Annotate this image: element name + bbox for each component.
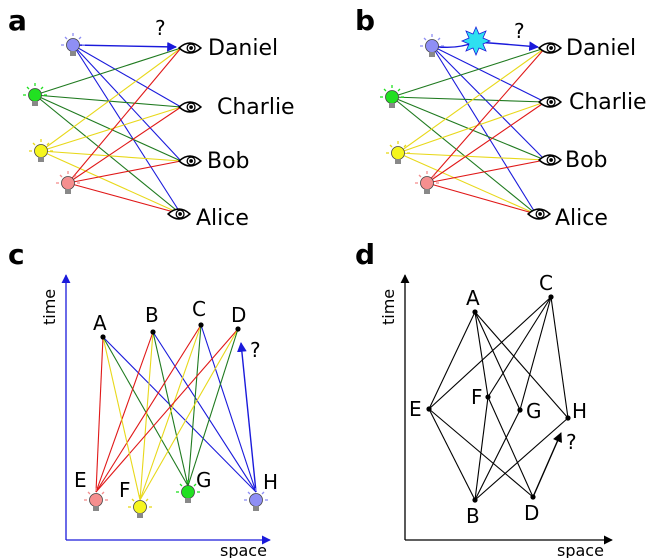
panel-label-d: d <box>355 238 375 271</box>
event-dot-b <box>472 497 478 503</box>
event-dot-a <box>100 334 106 340</box>
event-label-d: D <box>524 501 539 525</box>
panel-b: b ? <box>355 4 647 231</box>
axis-label-space-d: space <box>557 541 604 558</box>
event-label-d: D <box>231 303 246 327</box>
lightbulb-icon <box>29 139 53 162</box>
eye-icon <box>538 96 562 108</box>
event-dot-a <box>472 309 478 315</box>
eye-icon <box>167 208 191 220</box>
event-dot-d <box>235 326 241 332</box>
eye-icon <box>178 155 202 167</box>
star-burst-icon <box>460 25 492 57</box>
lightbulb-icon <box>380 85 404 108</box>
event-label-h: H <box>263 470 278 494</box>
event-label-f: F <box>119 478 131 502</box>
causal-graph-edges-d <box>428 296 569 501</box>
observer-bob-a: Bob <box>207 149 250 174</box>
eye-icon <box>178 42 202 54</box>
event-label-c: C <box>539 271 553 295</box>
observer-daniel-a: Daniel <box>208 36 278 61</box>
panel-label-b: b <box>355 4 375 37</box>
lightbulb-icon <box>61 33 85 56</box>
observer-daniel-b: Daniel <box>566 36 636 61</box>
lightbulb-icon <box>386 141 410 164</box>
observer-bob-b: Bob <box>565 148 608 173</box>
lightbulb-icon <box>84 488 108 511</box>
event-dot-e <box>426 406 432 412</box>
event-label-a: A <box>466 286 480 310</box>
event-label-c: C <box>192 297 206 321</box>
event-dot-h <box>565 415 571 421</box>
event-label-e: E <box>74 468 87 492</box>
observer-charlie-b: Charlie <box>569 90 647 115</box>
panel-d: d time space A B <box>355 238 613 558</box>
observer-alice-a: Alice <box>196 206 249 231</box>
event-dot-f <box>485 394 491 400</box>
lightbulb-icon <box>176 480 200 503</box>
lightbulb-icon <box>420 34 444 57</box>
panel-label-c: c <box>8 238 25 271</box>
question-mark-d: ? <box>566 430 577 454</box>
event-label-h: H <box>572 399 587 423</box>
event-dot-d <box>530 494 536 500</box>
question-mark-a: ? <box>155 16 166 40</box>
spacetime-edges-c <box>95 324 257 501</box>
question-arrow-d <box>532 432 562 498</box>
lightbulb-icon <box>415 171 439 194</box>
event-dot-b <box>150 329 156 335</box>
lightbulb-icon <box>23 83 47 106</box>
event-label-b: B <box>466 504 480 528</box>
panel-label-a: a <box>8 4 27 37</box>
axis-label-time-d: time <box>379 289 398 325</box>
event-label-g: G <box>526 399 542 423</box>
panel-a: a ? <box>8 4 295 231</box>
lightbulb-icon <box>128 495 152 518</box>
observer-charlie-a: Charlie <box>217 95 295 120</box>
panel-c: c time space A B C D <box>8 238 278 558</box>
event-label-a: A <box>93 311 107 335</box>
event-label-e: E <box>409 397 422 421</box>
network-b-edges <box>391 41 546 215</box>
event-label-f: F <box>471 385 483 409</box>
event-label-b: B <box>145 303 159 327</box>
axis-label-space-c: space <box>220 541 267 558</box>
event-dot-g <box>517 407 523 413</box>
question-mark-c: ? <box>250 338 261 362</box>
lightbulb-icon <box>244 488 268 511</box>
event-label-g: G <box>196 468 212 492</box>
observer-alice-b: Alice <box>555 206 608 231</box>
axis-label-time-c: time <box>40 289 59 325</box>
event-dot-c <box>548 294 554 300</box>
lightbulb-icon <box>56 171 80 194</box>
question-mark-b: ? <box>514 19 525 43</box>
event-dot-c <box>198 322 204 328</box>
eye-icon <box>178 101 202 113</box>
network-a-edges <box>34 41 182 215</box>
